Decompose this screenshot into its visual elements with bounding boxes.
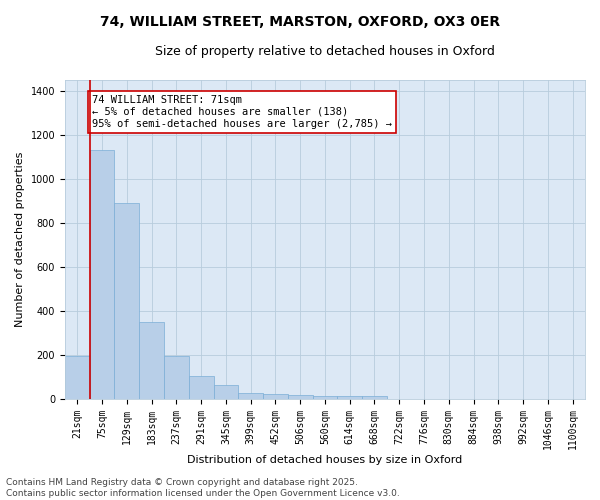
Bar [89, 150, 115, 398]
Bar [65, 356, 89, 399]
Bar [115, 203, 139, 398]
Text: 74, WILLIAM STREET, MARSTON, OXFORD, OX3 0ER: 74, WILLIAM STREET, MARSTON, OXFORD, OX3… [100, 15, 500, 29]
Bar [337, 396, 362, 398]
Y-axis label: Number of detached properties: Number of detached properties [15, 152, 25, 327]
Bar [238, 393, 263, 398]
Title: Size of property relative to detached houses in Oxford: Size of property relative to detached ho… [155, 45, 495, 58]
Bar [362, 396, 387, 398]
Text: Contains HM Land Registry data © Crown copyright and database right 2025.
Contai: Contains HM Land Registry data © Crown c… [6, 478, 400, 498]
Bar [313, 396, 337, 398]
Bar [139, 322, 164, 398]
Bar [189, 376, 214, 398]
Bar [263, 394, 288, 398]
Text: 74 WILLIAM STREET: 71sqm
← 5% of detached houses are smaller (138)
95% of semi-d: 74 WILLIAM STREET: 71sqm ← 5% of detache… [92, 96, 392, 128]
X-axis label: Distribution of detached houses by size in Oxford: Distribution of detached houses by size … [187, 455, 463, 465]
Bar [288, 396, 313, 398]
Bar [164, 356, 189, 399]
Bar [214, 386, 238, 398]
